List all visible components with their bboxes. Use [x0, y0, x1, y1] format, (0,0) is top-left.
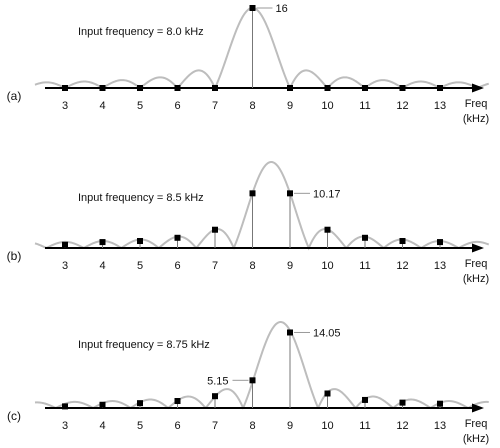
panel-label: (b)	[7, 249, 22, 263]
x-tick-label: 12	[396, 420, 408, 432]
x-tick-label: 12	[396, 100, 408, 112]
x-tick-label: 7	[212, 260, 218, 272]
x-tick-label: 8	[249, 260, 255, 272]
panel-1: 3 4 5 6 7 8 9 10 11 12 13 Freq (kHz) (b) Input frequen…	[7, 161, 490, 285]
x-tick-label: 9	[287, 260, 293, 272]
data-point	[249, 5, 256, 11]
input-frequency-annotation: Input frequency = 8.5 kHz	[78, 192, 204, 204]
data-point	[249, 190, 256, 197]
x-tick-label: 4	[99, 420, 105, 432]
x-axis-arrow	[472, 243, 484, 253]
x-tick-label: 9	[287, 420, 293, 432]
data-point	[287, 85, 293, 91]
data-point	[174, 398, 181, 405]
x-tick-label: 8	[249, 420, 255, 432]
x-tick-label: 4	[99, 260, 105, 272]
x-axis-label-freq: Freq	[465, 418, 488, 430]
input-frequency-annotation: Input frequency = 8.0 kHz	[78, 26, 204, 38]
data-point	[437, 85, 443, 91]
x-tick-label: 10	[321, 100, 333, 112]
panel-0: 3 4 5 6 7 8 9 10 11 12 13 Freq (kHz) (a) Input frequen…	[7, 3, 489, 125]
data-point	[174, 85, 181, 91]
data-point	[212, 226, 218, 233]
data-point	[362, 85, 368, 91]
x-axis-label-unit: (kHz)	[463, 113, 489, 125]
x-tick-label: 3	[62, 420, 68, 432]
data-point	[324, 390, 331, 397]
data-point	[137, 85, 143, 91]
panel-label: (a)	[7, 89, 22, 103]
x-tick-label: 12	[396, 260, 408, 272]
envelope-curve	[34, 320, 489, 410]
data-point	[437, 239, 443, 246]
x-tick-label: 3	[62, 260, 68, 272]
data-point	[399, 399, 406, 406]
x-tick-label: 6	[174, 420, 180, 432]
data-point	[99, 85, 106, 91]
x-axis-arrow	[472, 83, 484, 93]
data-point	[62, 241, 68, 248]
x-tick-label: 5	[137, 100, 143, 112]
x-tick-label: 3	[62, 100, 68, 112]
x-tick-label: 5	[137, 420, 143, 432]
x-axis-label-freq: Freq	[465, 258, 488, 270]
data-point	[99, 239, 106, 246]
x-tick-label: 13	[434, 260, 446, 272]
data-point	[362, 234, 368, 241]
x-axis-label-freq: Freq	[465, 98, 488, 110]
data-point	[212, 393, 218, 400]
data-point	[62, 85, 68, 91]
x-axis-label-unit: (kHz)	[463, 273, 489, 285]
x-tick-label: 8	[249, 100, 255, 112]
data-point	[399, 85, 406, 91]
x-tick-label: 6	[174, 260, 180, 272]
panels-group: 3 4 5 6 7 8 9 10 11 12 13 Freq (kHz) (a) Input frequen…	[7, 3, 489, 445]
x-tick-label: 11	[359, 100, 370, 112]
x-tick-label: 11	[359, 260, 370, 272]
data-point	[362, 396, 368, 403]
x-tick-label: 6	[174, 100, 180, 112]
x-tick-label: 9	[287, 100, 293, 112]
data-point	[287, 329, 293, 336]
data-point	[437, 400, 443, 407]
envelope-curve	[34, 161, 490, 251]
x-tick-label: 7	[212, 420, 218, 432]
x-tick-label: 10	[321, 260, 333, 272]
x-tick-label: 4	[99, 100, 105, 112]
data-point	[249, 377, 256, 384]
x-tick-label: 7	[212, 100, 218, 112]
callout-value: 5.15	[207, 375, 228, 387]
panel-label: (c)	[7, 409, 21, 423]
data-point	[99, 401, 106, 408]
data-point	[137, 400, 143, 407]
x-tick-label: 13	[434, 420, 446, 432]
x-tick-label: 5	[137, 260, 143, 272]
x-axis-label-unit: (kHz)	[463, 433, 489, 445]
data-point	[324, 85, 331, 91]
panel-2: 3 4 5 6 7 8 9 10 11 12 13 Freq (kHz) (c) Input frequen…	[7, 320, 489, 445]
callout-value: 10.17	[313, 188, 341, 200]
data-point	[287, 190, 293, 197]
x-axis-arrow	[472, 403, 484, 413]
callout-value: 16	[276, 3, 288, 15]
x-tick-label: 10	[321, 420, 333, 432]
x-tick-label: 11	[359, 420, 370, 432]
data-point	[174, 234, 181, 241]
x-tick-label: 13	[434, 100, 446, 112]
data-point	[137, 238, 143, 245]
data-point	[212, 85, 218, 91]
data-point	[399, 238, 406, 245]
data-point	[324, 226, 331, 233]
input-frequency-annotation: Input frequency = 8.75 kHz	[78, 339, 210, 351]
callout-value: 14.05	[313, 327, 341, 339]
envelope-curve	[34, 7, 490, 91]
data-point	[62, 403, 68, 410]
